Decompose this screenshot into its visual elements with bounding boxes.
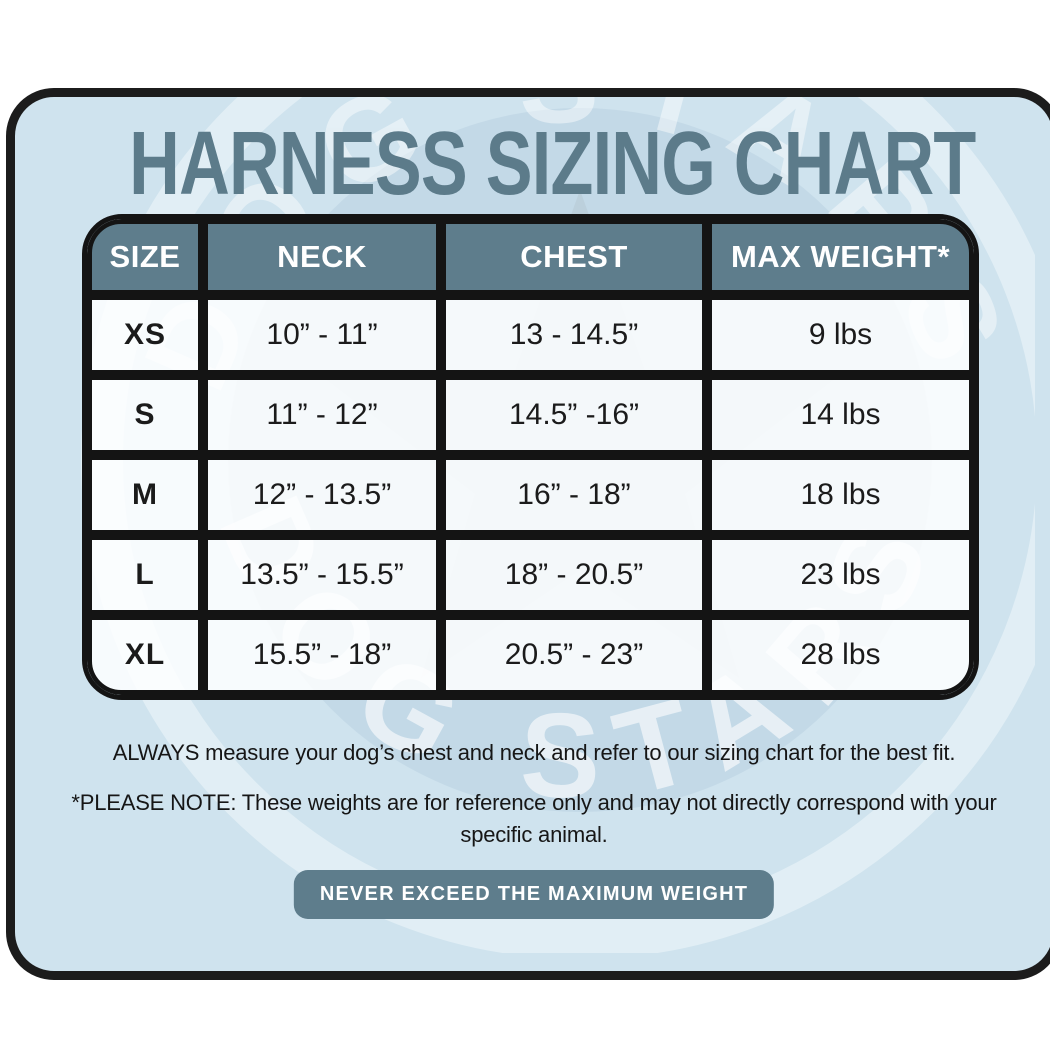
measure-instruction: ALWAYS measure your dog’s chest and neck… [112,740,956,765]
cell-neck-m: 12” - 13.5” [203,455,441,535]
cell-max-weight-s: 14 lbs [707,375,974,455]
weight-disclaimer: *PLEASE NOTE: These weights are for refe… [71,790,997,847]
cell-chest-xl: 20.5” - 23” [441,615,707,695]
cell-chest-xs: 13 - 14.5” [441,295,707,375]
column-header-neck: NECK [203,219,441,295]
cell-chest-s: 14.5” -16” [441,375,707,455]
cell-max-weight-xs: 9 lbs [707,295,974,375]
cell-max-weight-m: 18 lbs [707,455,974,535]
cell-max-weight-xl: 28 lbs [707,615,974,695]
cell-chest-m: 16” - 18” [441,455,707,535]
cell-size-xs: XS [87,295,203,375]
sizing-card: DOG STARS DOG STARS HARNESS SIZING CHART… [6,88,1050,980]
cell-neck-xl: 15.5” - 18” [203,615,441,695]
column-header-size: SIZE [87,219,203,295]
page-title: HARNESS SIZING CHART [129,114,976,214]
cell-chest-l: 18” - 20.5” [441,535,707,615]
cell-size-l: L [87,535,203,615]
max-weight-warning-badge: NEVER EXCEED THE MAXIMUM WEIGHT [293,870,775,919]
cell-neck-s: 11” - 12” [203,375,441,455]
column-header-max-weight: MAX WEIGHT* [707,219,974,295]
cell-neck-l: 13.5” - 15.5” [203,535,441,615]
cell-size-m: M [87,455,203,535]
column-header-chest: CHEST [441,219,707,295]
cell-neck-xs: 10” - 11” [203,295,441,375]
cell-max-weight-l: 23 lbs [707,535,974,615]
cell-size-xl: XL [87,615,203,695]
sizing-table: SIZE NECK CHEST MAX WEIGHT* XS 10” - 11”… [82,214,979,700]
cell-size-s: S [87,375,203,455]
